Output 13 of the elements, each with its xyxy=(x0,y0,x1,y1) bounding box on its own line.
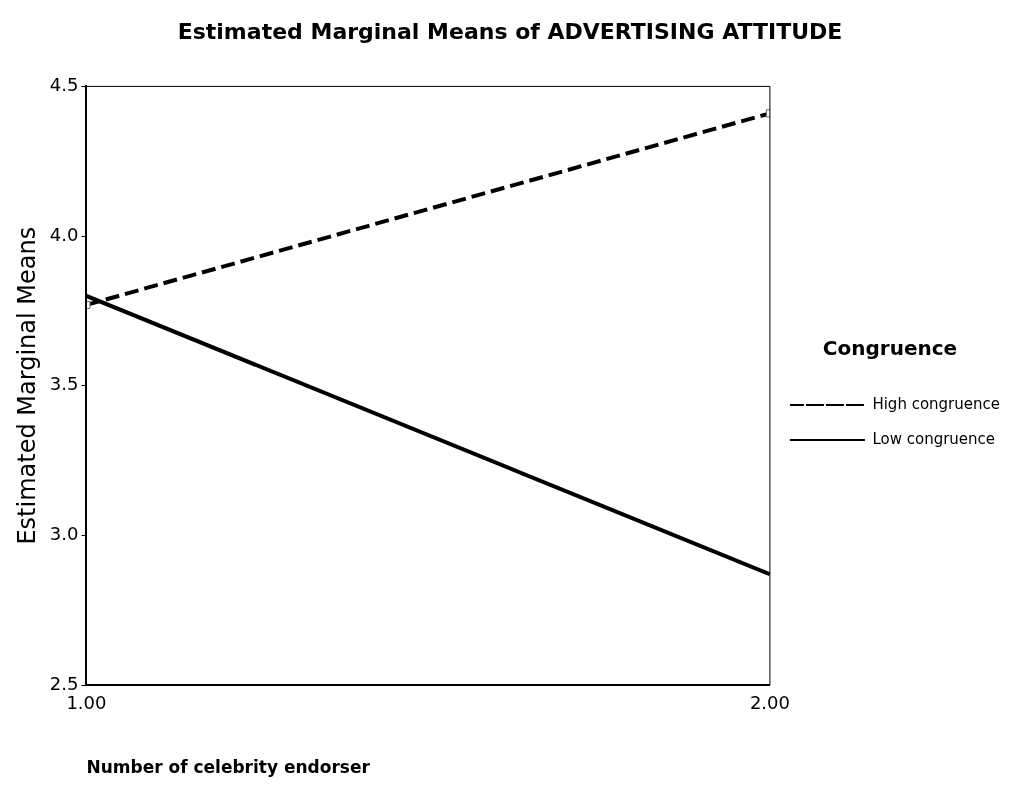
y-tick-label: 2.5 xyxy=(49,672,79,694)
y-tick-label: 4.0 xyxy=(49,223,79,245)
x-axis-title: Number of celebrity endorser xyxy=(86,757,371,778)
y-axis-title: Estimated Marginal Means xyxy=(12,226,41,545)
x-tick-label: 2.00 xyxy=(749,692,790,714)
legend-label: Low congruence xyxy=(872,429,996,448)
x-tick-label: 1.00 xyxy=(66,692,107,714)
legend-title: Congruence xyxy=(822,335,958,360)
chart-title: Estimated Marginal Means of ADVERTISING ATTITUDE xyxy=(177,18,843,44)
y-tick-label: 3.0 xyxy=(49,523,79,545)
legend-label: High congruence xyxy=(872,394,1001,413)
y-tick-label: 3.5 xyxy=(49,373,79,395)
y-tick-label: 4.5 xyxy=(49,74,79,96)
